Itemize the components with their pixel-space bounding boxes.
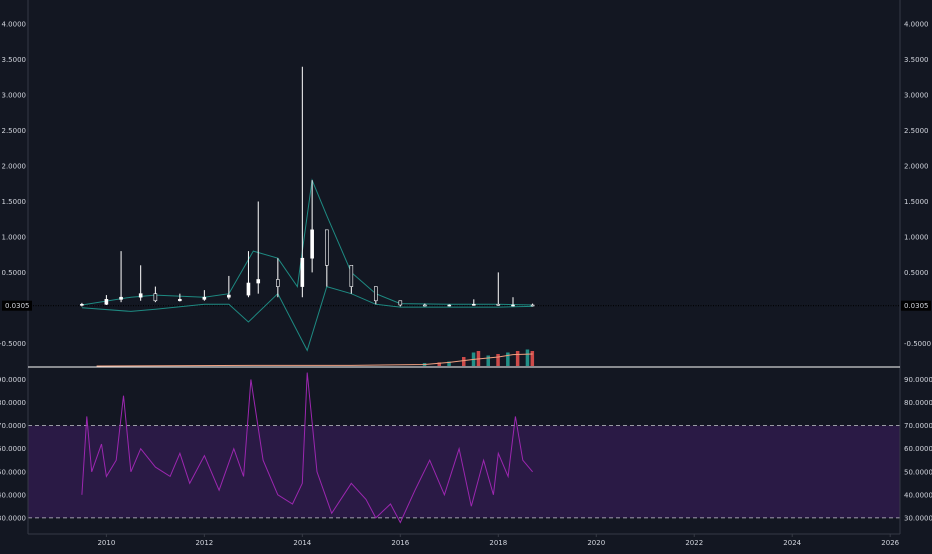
price-y-tick-right: 0.5000: [904, 269, 929, 277]
volume-bar[interactable]: [486, 355, 490, 367]
candle-body[interactable]: [530, 304, 535, 307]
volume-bar[interactable]: [437, 362, 442, 366]
price-y-tick-right: 3.0000: [904, 92, 929, 100]
rsi-y-tick-right: 60.0000: [904, 445, 932, 453]
candle-body[interactable]: [496, 304, 501, 306]
candle-body[interactable]: [398, 300, 403, 306]
candle-body[interactable]: [325, 229, 329, 266]
candle-body[interactable]: [227, 294, 231, 298]
volume-bar[interactable]: [515, 351, 520, 366]
candle-body[interactable]: [153, 293, 158, 302]
price-y-tick-left: 2.5000: [2, 127, 27, 135]
rsi-y-tick-left: 70.0000: [0, 422, 26, 430]
candle-body[interactable]: [202, 296, 207, 300]
candle-body[interactable]: [349, 264, 354, 287]
candle-body[interactable]: [178, 299, 182, 302]
rsi-y-tick-left: 30.0000: [0, 514, 26, 522]
time-tick-label: 2018: [489, 539, 507, 547]
price-y-tick-left: -0.5000: [0, 340, 26, 348]
time-tick-label: 2024: [783, 539, 801, 547]
rsi-y-tick-left: 90.0000: [0, 376, 26, 384]
last-price-label-left-bg: [2, 300, 32, 311]
volume-bar[interactable]: [447, 361, 451, 367]
price-y-tick-left: 1.5000: [2, 198, 27, 206]
rsi-y-tick-left: 50.0000: [0, 468, 26, 476]
volume-bar[interactable]: [506, 352, 510, 367]
candle-body[interactable]: [423, 304, 427, 307]
candle-body[interactable]: [119, 296, 123, 300]
time-tick-label: 2010: [97, 539, 115, 547]
volume-bar[interactable]: [462, 357, 466, 366]
time-tick-label: 2022: [685, 539, 703, 547]
volume-bar[interactable]: [496, 354, 500, 366]
time-tick-label: 2014: [293, 539, 311, 547]
time-tick-label: 2012: [195, 539, 213, 547]
rsi-y-tick-right: 40.0000: [904, 491, 932, 499]
candle-body[interactable]: [300, 257, 305, 287]
last-price-label-right: 0.0305: [904, 302, 929, 310]
rsi-y-tick-right: 90.0000: [904, 376, 932, 384]
rsi-y-tick-right: 70.0000: [904, 422, 932, 430]
last-price-label-left: 0.0305: [5, 302, 30, 310]
candle-body[interactable]: [447, 304, 452, 307]
price-y-tick-left: 1.0000: [2, 233, 27, 241]
time-tick-label: 2020: [587, 539, 605, 547]
price-y-tick-right: 2.5000: [904, 127, 929, 135]
candle-body[interactable]: [246, 282, 251, 296]
price-pane[interactable]: [28, 66, 900, 367]
price-y-tick-left: 3.0000: [2, 92, 27, 100]
candle-body[interactable]: [80, 304, 84, 306]
last-price-label-right-bg: [901, 300, 931, 311]
rsi-y-tick-left: 40.0000: [0, 491, 26, 499]
candle-body[interactable]: [276, 279, 280, 287]
volume-bar[interactable]: [525, 349, 530, 367]
volume-bar[interactable]: [530, 351, 535, 366]
price-y-tick-left: 3.5000: [2, 56, 27, 64]
price-y-tick-right: -0.5000: [904, 340, 931, 348]
price-y-tick-left: 2.0000: [2, 163, 27, 171]
rsi-y-tick-right: 30.0000: [904, 514, 932, 522]
rsi-y-tick-left: 60.0000: [0, 445, 26, 453]
price-y-tick-left: 4.0000: [2, 21, 27, 29]
candle-body[interactable]: [138, 293, 143, 298]
candle-body[interactable]: [104, 299, 109, 305]
rsi-y-tick-right: 80.0000: [904, 399, 932, 407]
rsi-line[interactable]: [81, 372, 533, 524]
candle-body[interactable]: [374, 286, 378, 302]
candle-body[interactable]: [256, 279, 261, 284]
price-y-tick-right: 3.5000: [904, 56, 929, 64]
time-tick-label: 2026: [881, 539, 899, 547]
candle-body[interactable]: [310, 229, 314, 259]
candle-body[interactable]: [471, 304, 476, 306]
rsi-pane[interactable]: [28, 372, 900, 524]
candle-body[interactable]: [511, 304, 515, 307]
volume-ma-line: [96, 353, 533, 367]
time-tick-label: 2016: [391, 539, 409, 547]
rsi-y-tick-left: 80.0000: [0, 399, 26, 407]
price-y-tick-right: 4.0000: [904, 21, 929, 29]
price-y-tick-right: 1.5000: [904, 198, 929, 206]
price-y-tick-right: 2.0000: [904, 163, 929, 171]
bollinger-lower-line: [81, 285, 533, 352]
price-y-tick-right: 1.0000: [904, 233, 929, 241]
price-y-tick-left: 0.5000: [2, 269, 27, 277]
rsi-y-tick-right: 50.0000: [904, 468, 932, 476]
